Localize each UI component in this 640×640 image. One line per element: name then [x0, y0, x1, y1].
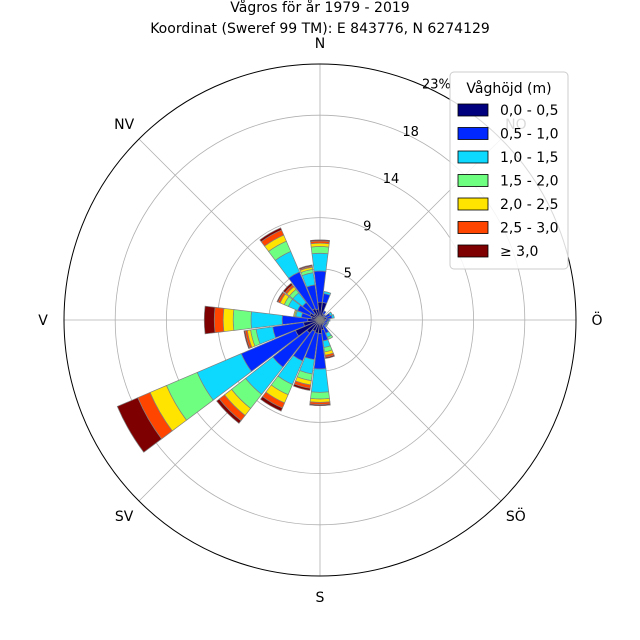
bar-sector-21-bin-6	[282, 282, 294, 294]
radial-tick-label-3: 18	[402, 125, 419, 140]
bar-sector-10-bin-3	[326, 334, 334, 340]
radial-tick-labels: 5 9 14 18 23%	[344, 77, 451, 281]
bar-sector-0-bin-3	[310, 246, 330, 255]
bar-sector-1-bin-2	[323, 290, 332, 296]
legend-label-6: ≥ 3,0	[500, 244, 538, 260]
legend-swatch-4	[457, 197, 489, 211]
rose-bars	[116, 227, 335, 453]
legend-swatch-2	[457, 150, 489, 164]
legend-label-1: 0,5 - 1,0	[500, 127, 558, 143]
bar-sector-2-bin-1	[322, 310, 327, 316]
bar-sector-17-bin-6	[243, 330, 251, 350]
legend-label-5: 2,5 - 3,0	[500, 221, 558, 237]
legend-swatch-5	[457, 221, 489, 234]
direction-label-NV: NV	[114, 117, 134, 133]
radial-tick-label-2: 14	[383, 172, 400, 187]
legend-title: Våghöjd (m)	[466, 80, 551, 97]
direction-label-SV: SV	[115, 509, 134, 525]
legend-label-3: 1,5 - 2,0	[500, 174, 558, 190]
legend-swatch-6	[457, 244, 489, 258]
bar-sector-18-bin-3	[232, 309, 252, 331]
chart-title-line1: Vågros för år 1979 - 2019	[230, 0, 409, 16]
radial-tick-label-1: 9	[363, 219, 371, 234]
direction-label-Ö: Ö	[591, 311, 602, 329]
legend-label-0: 0,0 - 0,5	[500, 103, 558, 119]
bar-sector-6-bin-2	[328, 318, 331, 322]
legend: Våghöjd (m) 0,0 - 0,5 0,5 - 1,0 1,0 - 1,5 1…	[449, 71, 569, 270]
grid-spoke-3	[319, 319, 502, 502]
radial-tick-label-0: 5	[344, 267, 352, 282]
bar-sector-15-bin-6	[216, 398, 242, 424]
legend-label-4: 2,0 - 2,5	[500, 197, 558, 213]
bar-sector-11-bin-6	[324, 354, 335, 359]
polar-frame	[63, 63, 577, 577]
direction-label-S: S	[316, 590, 325, 606]
bar-sector-20-bin-6	[276, 291, 284, 303]
direction-label-N: N	[315, 36, 325, 52]
bar-sector-5-bin-2	[330, 314, 335, 319]
bar-sector-12-bin-3	[310, 391, 330, 400]
bar-sector-23-bin-6	[298, 264, 313, 270]
bar-sector-22-bin-6	[259, 227, 283, 243]
direction-label-SÖ: SÖ	[506, 507, 526, 525]
bar-sector-0-bin-2	[311, 252, 329, 272]
legend-swatch-1	[457, 127, 489, 140]
legend-label-2: 1,0 - 1,5	[500, 150, 558, 166]
bar-sector-0-bin-6	[309, 239, 331, 242]
bar-sector-16-bin-6	[116, 397, 163, 453]
bar-sector-13-bin-6	[292, 383, 311, 391]
legend-swatch-3	[457, 174, 489, 187]
bar-sector-18-bin-4	[222, 307, 235, 333]
legend-swatch-0	[457, 103, 489, 117]
bar-sector-12-bin-2	[310, 368, 330, 393]
bar-sector-12-bin-6	[309, 403, 331, 407]
bar-sector-14-bin-6	[260, 396, 283, 412]
bar-sector-19-bin-4	[293, 309, 297, 317]
radial-tick-label-4: 23%	[422, 77, 451, 92]
direction-label-V: V	[38, 313, 48, 329]
chart-title-line2: Koordinat (Sweref 99 TM): E 843776, N 62…	[150, 21, 490, 37]
legend-box	[449, 71, 569, 270]
bar-sector-18-bin-6	[203, 305, 216, 335]
bar-sector-18-bin-5	[213, 306, 225, 334]
